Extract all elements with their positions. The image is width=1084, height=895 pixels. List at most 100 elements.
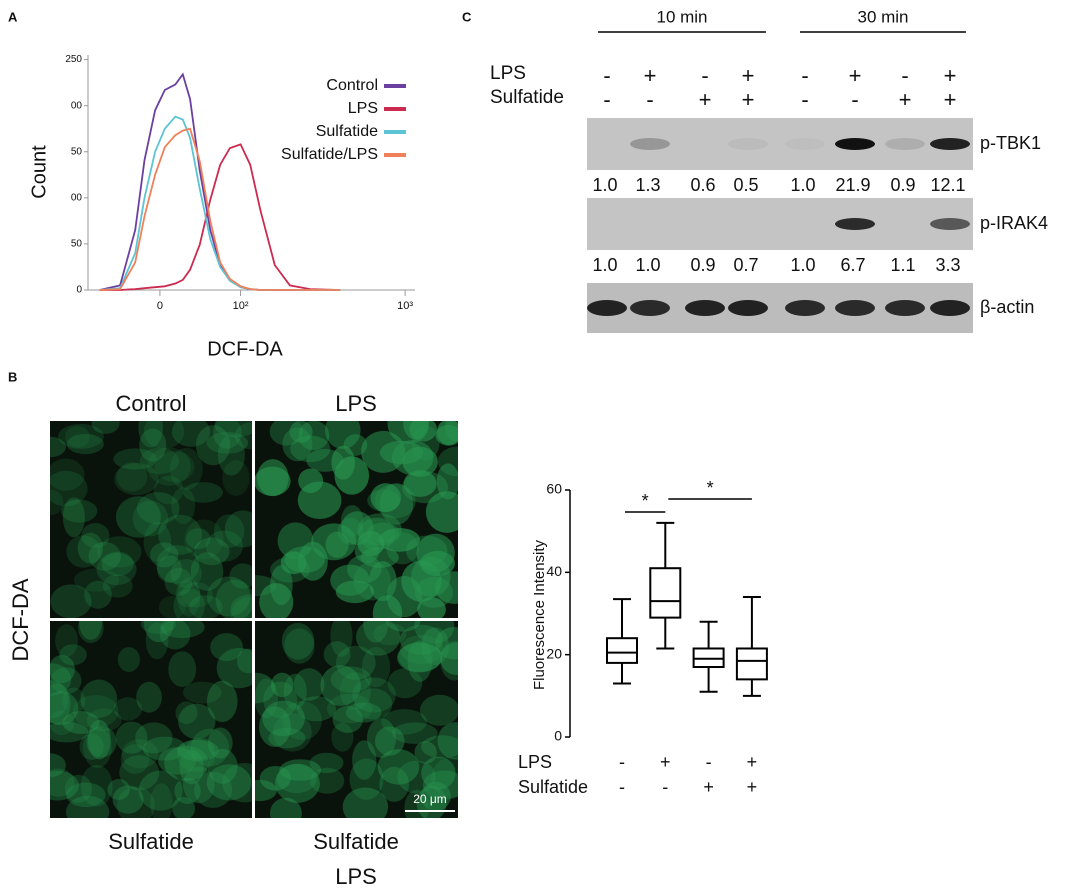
cell [143, 421, 185, 450]
y-tick-label: 40 [546, 563, 562, 579]
cell [50, 721, 89, 743]
histogram-line [99, 127, 341, 291]
cell [143, 621, 174, 643]
cell [62, 497, 85, 538]
x-tick-label: 10² [233, 300, 249, 312]
cell [399, 624, 444, 655]
band [930, 300, 970, 316]
cell [440, 641, 458, 681]
condition-name: LPS [490, 63, 526, 84]
quant-label: 1.0 [592, 175, 617, 195]
cell [414, 741, 437, 764]
cell [215, 579, 252, 618]
cell [190, 552, 224, 591]
cell [50, 470, 88, 507]
quant-label: 1.3 [635, 175, 660, 195]
quant-label: 0.7 [733, 255, 758, 275]
cell [65, 425, 90, 448]
x-axis-title: DCF-DA [207, 338, 283, 360]
cell [255, 672, 276, 704]
cell [121, 739, 159, 769]
cell [168, 651, 197, 688]
cell [392, 722, 438, 744]
cell [290, 435, 331, 463]
cell [206, 432, 249, 454]
cell [136, 492, 180, 525]
cell [86, 726, 117, 758]
band [785, 138, 825, 150]
cell [194, 771, 233, 809]
cell [236, 648, 252, 674]
box [692, 647, 725, 669]
band [885, 138, 925, 150]
cell [114, 462, 159, 496]
condition-sign: - [662, 777, 668, 797]
cell [407, 640, 433, 682]
condition-sign: + [660, 752, 671, 772]
cell [262, 700, 305, 737]
cell [182, 681, 222, 704]
quant-label: 1.0 [592, 255, 617, 275]
time-label: 10 min [656, 7, 707, 26]
band [835, 138, 875, 150]
condition-sign: + [747, 777, 758, 797]
cell [177, 739, 216, 772]
cell [275, 763, 320, 803]
significance-label: * [642, 491, 649, 511]
x-tick-label: 0 [157, 300, 163, 312]
band [685, 300, 725, 316]
condition-sign: + [644, 63, 657, 88]
cell [385, 621, 421, 632]
cell [379, 440, 424, 465]
quant-label: 1.0 [635, 255, 660, 275]
cell [50, 489, 64, 516]
cell [79, 621, 103, 640]
cell [185, 528, 211, 550]
condition-sign: + [944, 63, 957, 88]
cell [195, 425, 231, 466]
cell [117, 647, 140, 672]
quant-label: 3.3 [935, 255, 960, 275]
condition-sign: + [742, 63, 755, 88]
cell [116, 496, 161, 538]
cell [147, 447, 191, 486]
cell [379, 483, 414, 525]
histogram-line [99, 115, 341, 291]
cell [132, 500, 169, 537]
cell [50, 680, 69, 719]
band [728, 138, 768, 150]
cell [91, 421, 120, 434]
quant-label: 0.9 [690, 255, 715, 275]
cell [340, 505, 364, 538]
y-axis-title: Count [28, 145, 50, 199]
cell [354, 688, 393, 720]
cell [437, 722, 458, 760]
condition-sign: + [703, 777, 714, 797]
cell [349, 758, 384, 800]
panel-label: A [8, 9, 18, 24]
band-label: β-actin [980, 297, 1034, 317]
cell [136, 681, 162, 713]
cell [268, 727, 306, 749]
cell [217, 434, 245, 476]
cell [255, 779, 277, 802]
cell [270, 565, 293, 606]
quant-label: 21.9 [835, 175, 870, 195]
cell [113, 448, 158, 470]
cell [422, 770, 458, 800]
legend-label: Sulfatide [316, 123, 378, 140]
condition-sign: + [944, 87, 957, 112]
box [735, 647, 768, 681]
quant-label: 0.6 [690, 175, 715, 195]
micrograph-bg [255, 621, 458, 818]
cell [417, 597, 446, 618]
cell [256, 459, 289, 497]
cell [101, 551, 134, 577]
cell [77, 621, 104, 643]
cell [139, 447, 180, 475]
cell [160, 621, 205, 639]
cell [330, 666, 372, 693]
cell [83, 727, 112, 769]
band-label: p-TBK1 [980, 133, 1041, 153]
